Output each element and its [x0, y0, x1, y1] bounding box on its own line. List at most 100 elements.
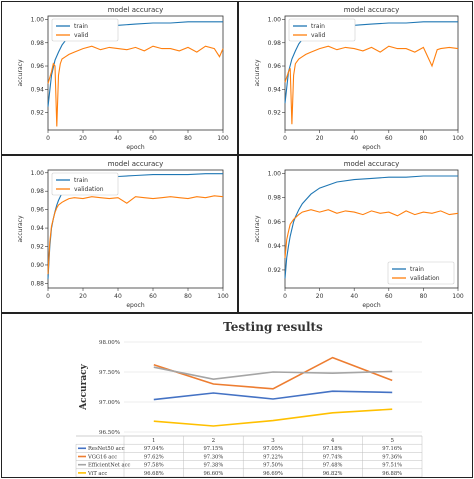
- y-tick-label: 0.90: [31, 262, 45, 269]
- series-line-valid: [284, 45, 459, 125]
- x-tick-label: 40: [350, 135, 358, 142]
- data-value-label: 97.36%: [382, 454, 402, 460]
- x-tick-label: 100: [217, 135, 229, 142]
- x-tick-label: 60: [149, 135, 157, 142]
- x-tick-label: 100: [452, 135, 464, 142]
- y-axis-label: accuracy: [17, 59, 24, 87]
- legend-label: validation: [410, 275, 440, 282]
- series-name: ResNet50 acc: [88, 446, 125, 452]
- y-tick-label: 0.96: [268, 63, 282, 70]
- y-tick-label: 0.98: [268, 195, 282, 202]
- x-tick-label: 20: [79, 293, 87, 300]
- series-name: EfficientNet acc: [88, 463, 131, 469]
- data-value-label: 97.50%: [263, 463, 283, 469]
- y-axis-label: accuracy: [254, 215, 261, 243]
- series-line-2: [153, 356, 393, 390]
- y-tick-label: 96.50%: [99, 430, 120, 436]
- x-tick-label: 80: [184, 293, 192, 300]
- y-axis-label: accuracy: [254, 59, 261, 87]
- x-tick-label: 20: [316, 135, 324, 142]
- legend-label: valid: [311, 32, 326, 39]
- chart-title: Testing results: [223, 320, 323, 334]
- data-value-label: 96.69%: [263, 471, 283, 477]
- accuracy-chart-2: model accuracy 0 20 40 60 80 100 0.92 0.94 0.96 0.…: [254, 6, 464, 151]
- category-label: 3: [271, 438, 275, 444]
- y-tick-label: 0.98: [268, 40, 282, 47]
- y-tick-label: 97.00%: [99, 400, 120, 406]
- series-line-1: [153, 390, 393, 401]
- y-tick-label: 0.98: [31, 40, 45, 47]
- x-tick-label: 40: [114, 135, 122, 142]
- x-tick-label: 0: [283, 293, 287, 300]
- accuracy-chart-4: model accuracy 0 20 40 60 80 100 0.92 0.94 0.96 0.…: [254, 160, 464, 309]
- data-value-label: 96.88%: [382, 471, 402, 477]
- chart-panel-3: model accuracy 0 20 40 60 80 100 0.88 0.90 0.92 0.…: [1, 155, 238, 313]
- data-value-label: 97.15%: [204, 446, 224, 452]
- series-name: VGG16 acc: [87, 454, 117, 460]
- testing-results-panel: Testing results Accuracy 96.50% 97.00% 97.50…: [1, 313, 473, 478]
- data-value-label: 96.60%: [204, 471, 224, 477]
- x-tick-label: 20: [316, 293, 324, 300]
- x-tick-label: 60: [385, 135, 393, 142]
- y-tick-label: 1.00: [31, 170, 45, 177]
- y-tick-label: 0.92: [268, 267, 282, 274]
- y-tick-label: 1.00: [268, 171, 282, 178]
- data-value-label: 97.22%: [263, 454, 283, 460]
- x-axis-label: epoch: [126, 302, 144, 309]
- y-tick-label: 0.92: [268, 110, 282, 117]
- category-label: 1: [152, 438, 156, 444]
- y-tick-label: 0.94: [31, 86, 45, 93]
- x-tick-label: 20: [79, 135, 87, 142]
- series-line-3: [153, 366, 393, 381]
- x-tick-label: 100: [452, 293, 464, 300]
- plot-frame: [284, 15, 459, 131]
- x-tick-label: 80: [184, 135, 192, 142]
- x-tick-label: 0: [46, 293, 50, 300]
- legend-label: train: [74, 177, 88, 184]
- plot-frame: [47, 169, 224, 289]
- data-value-label: 97.51%: [382, 463, 402, 469]
- x-axis-label: epoch: [362, 144, 380, 151]
- accuracy-chart-3: model accuracy 0 20 40 60 80 100 0.88 0.90 0.92 0.…: [17, 160, 229, 309]
- legend-label: train: [410, 266, 424, 273]
- chart-panel-2: model accuracy 0 20 40 60 80 100 0.92 0.94 0.96 0.…: [238, 1, 473, 155]
- y-tick-label: 0.92: [31, 110, 45, 117]
- data-value-label: 97.74%: [323, 454, 343, 460]
- x-tick-label: 100: [217, 293, 229, 300]
- category-label: 2: [212, 438, 216, 444]
- series-line-train: [284, 175, 458, 279]
- y-tick-label: 1.00: [268, 16, 282, 23]
- plot-frame: [47, 15, 224, 131]
- x-tick-label: 40: [114, 293, 122, 300]
- y-tick-label: 0.96: [31, 207, 45, 214]
- x-tick-label: 60: [385, 293, 393, 300]
- data-value-label: 97.30%: [204, 454, 224, 460]
- chart-panel-1: model accuracy 0 20 40 60 80 100 0.92 0.94 0.96 0.…: [1, 1, 238, 155]
- testing-results-chart: Testing results Accuracy 96.50% 97.00% 97.50…: [75, 320, 423, 477]
- y-tick-label: 0.96: [31, 63, 45, 70]
- y-tick-label: 0.94: [268, 243, 282, 250]
- y-tick-label: 0.94: [268, 86, 282, 93]
- x-tick-label: 0: [46, 135, 50, 142]
- series-line-valid: [47, 45, 224, 127]
- y-tick-label: 97.50%: [99, 370, 120, 376]
- y-tick-label: 0.96: [268, 219, 282, 226]
- plot-frame: [284, 169, 459, 289]
- series-line-validation: [284, 209, 459, 258]
- x-tick-label: 60: [149, 293, 157, 300]
- series-name: ViT acc: [87, 471, 107, 477]
- x-tick-label: 40: [350, 293, 358, 300]
- y-tick-label: 1.00: [31, 16, 45, 23]
- legend-label: train: [74, 23, 88, 30]
- x-tick-label: 0: [283, 135, 287, 142]
- y-tick-label: 0.98: [31, 188, 45, 195]
- series-line-validation: [47, 195, 224, 275]
- chart-title: model accuracy: [344, 6, 400, 14]
- data-value-label: 97.04%: [144, 446, 164, 452]
- legend-label: train: [311, 23, 325, 30]
- data-value-label: 97.38%: [204, 463, 224, 469]
- y-tick-label: 98.00%: [99, 340, 120, 346]
- x-axis-label: epoch: [362, 302, 380, 309]
- x-axis-label: epoch: [126, 144, 144, 151]
- accuracy-chart-1: model accuracy 0 20 40 60 80 100 0.92 0.94 0.96 0.…: [17, 6, 229, 151]
